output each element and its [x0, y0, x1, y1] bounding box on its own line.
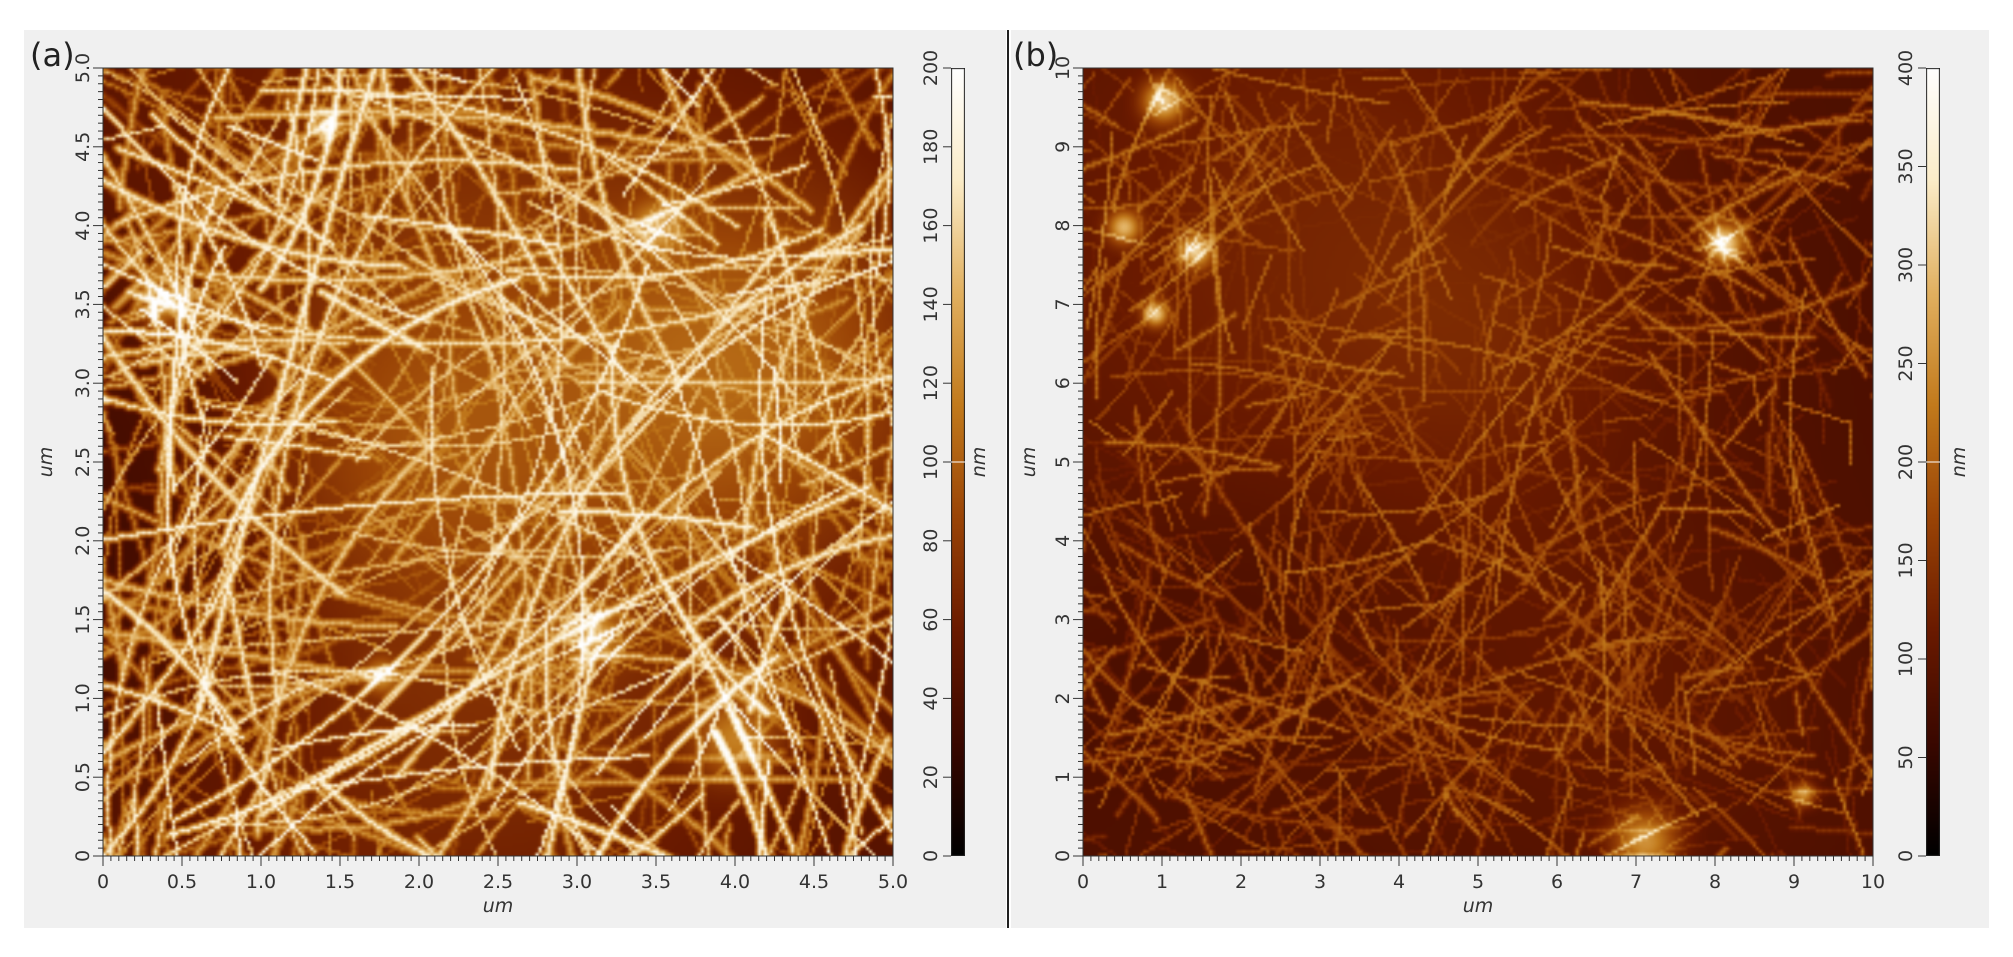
y-tick-label-a: 3.5 [72, 289, 94, 319]
x-tick-label-b: 7 [1630, 871, 1642, 893]
y-tick-label-b: 2 [1052, 692, 1074, 704]
x-tick-label-a: 5.0 [878, 871, 908, 893]
colorbar-tick-label-a: 0 [920, 850, 942, 862]
y-tick-label-a: 4.5 [72, 132, 94, 162]
x-tick-label-a: 3.0 [562, 871, 592, 893]
y-tick-label-b: 0 [1052, 850, 1074, 862]
y-tick-label-a: 3.0 [72, 368, 94, 398]
colorbar-tick-label-b: 250 [1895, 345, 1917, 381]
x-tick-label-a: 2.5 [483, 871, 513, 893]
x-tick-label-b: 2 [1235, 871, 1247, 893]
x-tick-label-b: 1 [1156, 871, 1168, 893]
x-tick-label-a: 2.0 [404, 871, 434, 893]
y-tick-label-a: 0 [72, 850, 94, 862]
y-tick-label-a: 4.0 [72, 210, 94, 240]
colorbar-tick-label-a: 200 [920, 50, 942, 86]
afm-image-b [1083, 68, 1873, 856]
x-tick-label-b: 10 [1861, 871, 1885, 893]
y-tick-label-b: 6 [1052, 377, 1074, 389]
colorbar-tick-label-b: 150 [1895, 542, 1917, 578]
y-tick-label-b: 4 [1052, 535, 1074, 547]
x-tick-label-b: 3 [1314, 871, 1326, 893]
x-axis-title-a: um [483, 895, 514, 917]
colorbar-tick-label-b: 400 [1895, 50, 1917, 86]
colorbar-tick-label-b: 300 [1895, 247, 1917, 283]
y-tick-label-a: 0.5 [72, 762, 94, 792]
colorbar-tick-label-a: 160 [920, 207, 942, 243]
colorbar-tick-label-a: 20 [920, 765, 942, 789]
colorbar-unit-b: nm [1948, 447, 1970, 478]
panel-b-label: (b) [1013, 36, 1059, 74]
y-axis-title-a: um [35, 447, 57, 478]
colorbar-tick-label-a: 40 [920, 686, 942, 710]
x-tick-label-a: 0.5 [167, 871, 197, 893]
x-tick-label-a: 1.5 [325, 871, 355, 893]
x-tick-label-b: 6 [1551, 871, 1563, 893]
image-frame-b [1082, 67, 1874, 857]
y-tick-label-b: 1 [1052, 771, 1074, 783]
colorbar-tick-label-a: 180 [920, 129, 942, 165]
x-tick-label-b: 4 [1393, 871, 1405, 893]
y-tick-label-b: 9 [1052, 141, 1074, 153]
y-tick-label-a: 1.0 [72, 683, 94, 713]
y-tick-label-a: 1.5 [72, 604, 94, 634]
y-tick-label-a: 5.0 [72, 53, 94, 83]
colorbar-tick-label-b: 0 [1895, 850, 1917, 862]
image-frame-a [102, 67, 894, 857]
colorbar-tick-label-a: 140 [920, 286, 942, 322]
x-tick-label-b: 5 [1472, 871, 1484, 893]
y-tick-label-b: 8 [1052, 220, 1074, 232]
x-tick-label-a: 4.5 [799, 871, 829, 893]
afm-image-a [103, 68, 893, 856]
colorbar-tick-label-a: 100 [920, 444, 942, 480]
y-tick-label-a: 2.5 [72, 447, 94, 477]
x-tick-label-b: 8 [1709, 871, 1721, 893]
colorbar-tick-label-b: 100 [1895, 641, 1917, 677]
x-tick-label-b: 0 [1077, 871, 1089, 893]
colorbar-tick-label-b: 200 [1895, 444, 1917, 480]
y-tick-label-b: 10 [1052, 56, 1074, 80]
x-tick-label-b: 9 [1788, 871, 1800, 893]
y-tick-label-b: 5 [1052, 456, 1074, 468]
x-tick-label-a: 3.5 [641, 871, 671, 893]
y-tick-label-a: 2.0 [72, 526, 94, 556]
colorbar-tick-label-a: 80 [920, 529, 942, 553]
x-tick-label-a: 4.0 [720, 871, 750, 893]
colorbar-tick-label-a: 60 [920, 608, 942, 632]
y-axis-title-b: um [1018, 447, 1040, 478]
colorbar-tick-label-b: 350 [1895, 148, 1917, 184]
panel-divider [1007, 30, 1009, 928]
colorbar-tick-label-b: 50 [1895, 745, 1917, 769]
y-tick-label-b: 3 [1052, 614, 1074, 626]
colorbar-tick-label-a: 120 [920, 365, 942, 401]
panel-a-label: (a) [30, 36, 75, 74]
colorbar-unit-a: nm [968, 447, 990, 478]
x-axis-title-b: um [1463, 895, 1494, 917]
y-tick-label-b: 7 [1052, 298, 1074, 310]
x-tick-label-a: 1.0 [246, 871, 276, 893]
x-tick-label-a: 0 [97, 871, 109, 893]
